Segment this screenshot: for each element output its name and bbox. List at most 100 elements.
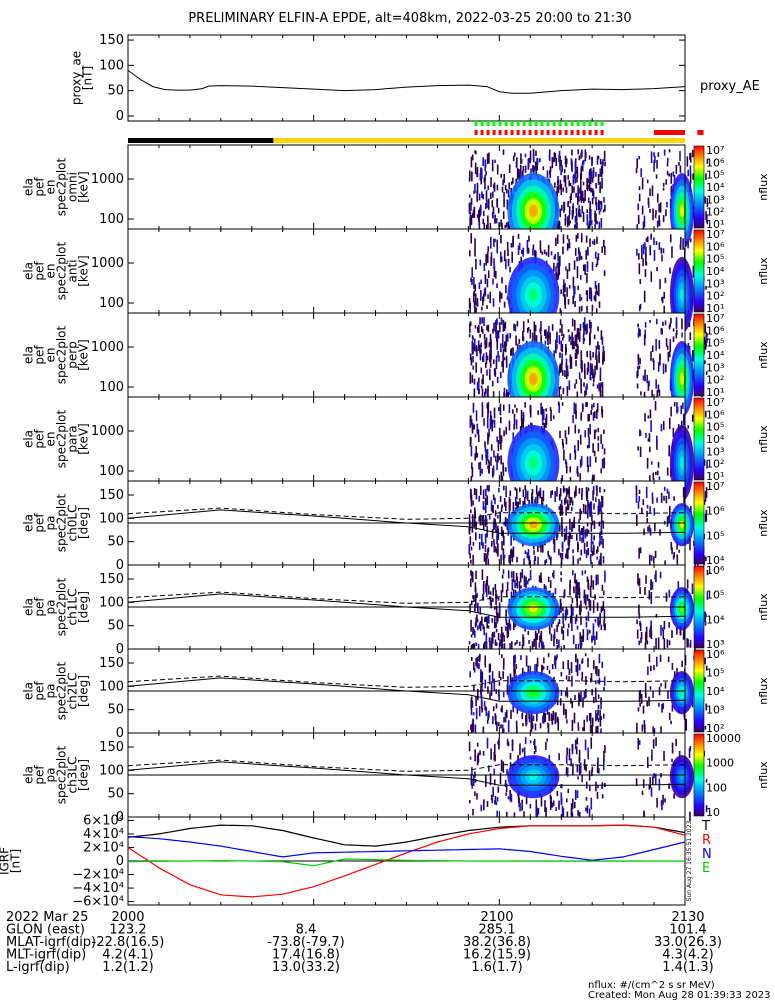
- data-speckle: [522, 321, 525, 333]
- data-speckle: [640, 637, 642, 644]
- data-speckle: [480, 167, 482, 178]
- data-speckle: [574, 301, 576, 308]
- data-speckle: [599, 208, 602, 212]
- data-speckle: [548, 555, 551, 560]
- data-speckle: [513, 621, 515, 631]
- data-speckle: [682, 413, 685, 426]
- data-speckle: [469, 323, 471, 333]
- data-speckle: [493, 779, 496, 786]
- data-speckle: [582, 181, 585, 186]
- data-speckle: [542, 490, 545, 502]
- data-speckle: [576, 598, 578, 608]
- data-speckle: [477, 602, 479, 614]
- data-speckle: [646, 179, 649, 184]
- data-speckle: [518, 581, 521, 592]
- data-speckle: [479, 317, 481, 325]
- data-speckle: [589, 424, 591, 435]
- data-speckle: [578, 524, 580, 532]
- data-speckle: [686, 579, 689, 589]
- footer-cell: 38.2(36.8): [463, 935, 531, 950]
- data-speckle: [638, 253, 640, 260]
- red-dot: [546, 130, 550, 135]
- data-speckle: [498, 427, 501, 439]
- data-speckle: [488, 152, 490, 164]
- data-speckle: [649, 446, 651, 453]
- data-speckle: [497, 786, 500, 793]
- data-speckle: [516, 707, 519, 714]
- ylabel-line: [keV]: [77, 423, 91, 454]
- green-dot: [564, 121, 568, 126]
- data-speckle: [516, 640, 518, 645]
- data-speckle: [488, 462, 490, 474]
- data-speckle: [512, 571, 515, 583]
- data-speckle: [550, 409, 552, 422]
- green-dot: [582, 121, 586, 126]
- data-speckle: [574, 739, 577, 750]
- colorbar-tick-label: 10⁵: [706, 253, 724, 266]
- data-speckle: [660, 624, 662, 636]
- data-speckle: [635, 168, 638, 174]
- data-speckle: [484, 533, 487, 544]
- data-speckle: [596, 549, 598, 554]
- data-speckle: [592, 631, 595, 641]
- data-speckle: [581, 659, 583, 664]
- data-speckle: [527, 327, 530, 331]
- data-speckle: [652, 776, 654, 785]
- data-speckle: [670, 543, 673, 548]
- data-speckle: [586, 177, 588, 190]
- data-speckle: [469, 553, 471, 559]
- data-speckle: [481, 616, 483, 626]
- data-speckle: [548, 670, 551, 674]
- data-speckle: [591, 766, 594, 772]
- data-speckle: [561, 370, 564, 376]
- data-speckle: [559, 488, 562, 497]
- data-speckle: [483, 262, 486, 272]
- data-speckle: [638, 263, 641, 275]
- data-speckle: [586, 491, 589, 500]
- data-speckle: [509, 623, 512, 631]
- data-speckle: [514, 404, 516, 408]
- data-speckle: [639, 358, 641, 365]
- data-speckle: [574, 617, 577, 624]
- data-speckle: [566, 767, 569, 777]
- data-speckle: [650, 351, 652, 361]
- data-speckle: [655, 435, 658, 444]
- data-speckle: [590, 168, 592, 179]
- data-speckle: [471, 572, 474, 583]
- colorbar-tick-label: 10⁶: [706, 505, 725, 518]
- data-speckle: [565, 488, 568, 497]
- data-speckle: [590, 220, 593, 225]
- data-speckle: [554, 588, 557, 595]
- data-speckle: [476, 298, 479, 307]
- data-speckle: [570, 340, 572, 346]
- data-speckle: [573, 260, 576, 270]
- data-speckle: [561, 626, 563, 634]
- y-tick-label: 50: [107, 703, 124, 718]
- data-speckle: [493, 368, 496, 376]
- data-speckle: [502, 353, 504, 364]
- data-speckle: [494, 218, 496, 223]
- y-tick-label: 50: [107, 619, 124, 634]
- data-speckle: [682, 487, 685, 498]
- data-speckle: [492, 206, 495, 215]
- data-speckle: [578, 749, 581, 761]
- data-speckle: [496, 436, 498, 443]
- y-tick-label: 100: [99, 58, 124, 73]
- data-speckle: [597, 436, 600, 441]
- data-speckle: [591, 188, 594, 196]
- green-dot: [588, 121, 592, 126]
- data-speckle: [470, 546, 473, 551]
- data-speckle: [577, 209, 580, 217]
- data-speckle: [559, 319, 562, 326]
- y-tick-label: 150: [99, 656, 124, 671]
- igrf-series-R: [127, 824, 686, 898]
- data-speckle: [649, 528, 652, 536]
- data-speckle: [705, 509, 708, 522]
- data-speckle: [468, 298, 471, 309]
- data-speckle: [580, 167, 583, 180]
- data-speckle: [589, 177, 592, 185]
- data-speckle: [489, 418, 492, 430]
- data-speckle: [596, 546, 599, 553]
- green-dot: [498, 121, 502, 126]
- data-speckle: [468, 194, 471, 198]
